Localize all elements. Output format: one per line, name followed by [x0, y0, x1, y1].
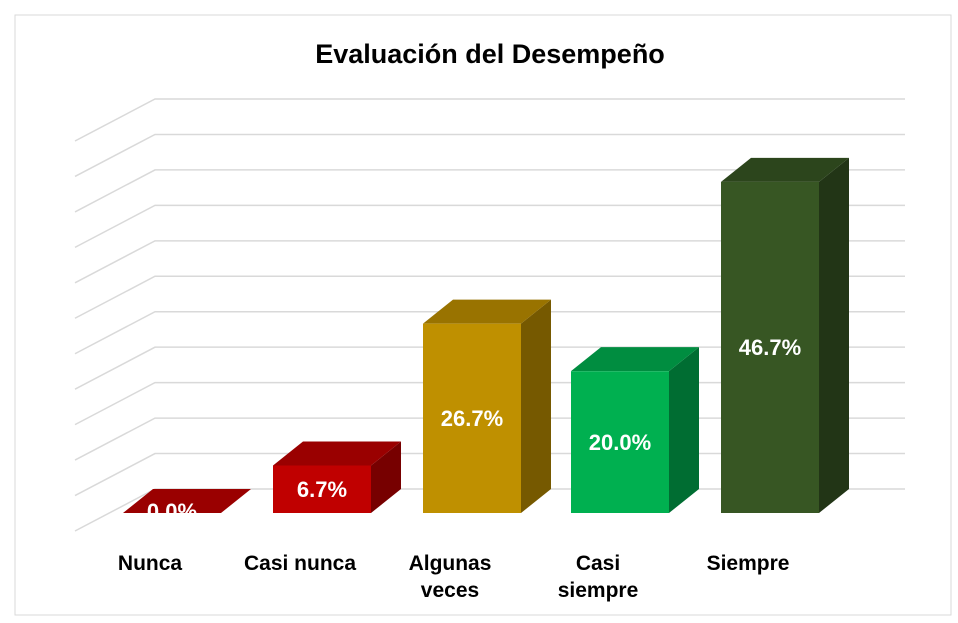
bar-side	[371, 441, 401, 513]
x-tick-label: Casi nunca	[243, 552, 357, 575]
grid-line	[74, 169, 905, 213]
grid-line	[74, 133, 905, 178]
value-label: 6.7%	[297, 477, 347, 502]
bar-top	[423, 299, 551, 324]
bar	[571, 371, 669, 513]
bar-side	[521, 299, 551, 513]
grid-line	[74, 240, 905, 284]
x-tick-label: Nunca	[117, 552, 183, 575]
value-label: 0.0%	[147, 499, 197, 524]
value-label: 20.0%	[589, 430, 651, 455]
x-tick-label: Siempre	[706, 552, 790, 575]
bar-side	[819, 157, 849, 513]
value-label: 46.7%	[739, 335, 801, 360]
grid-line	[74, 98, 905, 142]
grid-line	[74, 275, 905, 319]
bar-top	[273, 441, 401, 466]
grid-line	[74, 310, 905, 355]
chart-title: Evaluación del Desempeño	[315, 39, 665, 69]
bar	[273, 465, 371, 513]
bar-side	[669, 347, 699, 513]
bar	[423, 323, 521, 513]
bar-top	[571, 347, 699, 372]
value-label: 26.7%	[441, 406, 503, 431]
bar-top	[721, 157, 849, 182]
bars: 0.0% 6.7% 26.7% 20.0% 46.7%	[123, 157, 849, 524]
x-tick-label: Casi siempre	[557, 552, 639, 602]
bar-top	[123, 489, 251, 513]
grid-line	[74, 204, 905, 249]
bar	[721, 181, 819, 513]
x-tick-label: Algunas veces	[408, 552, 492, 602]
